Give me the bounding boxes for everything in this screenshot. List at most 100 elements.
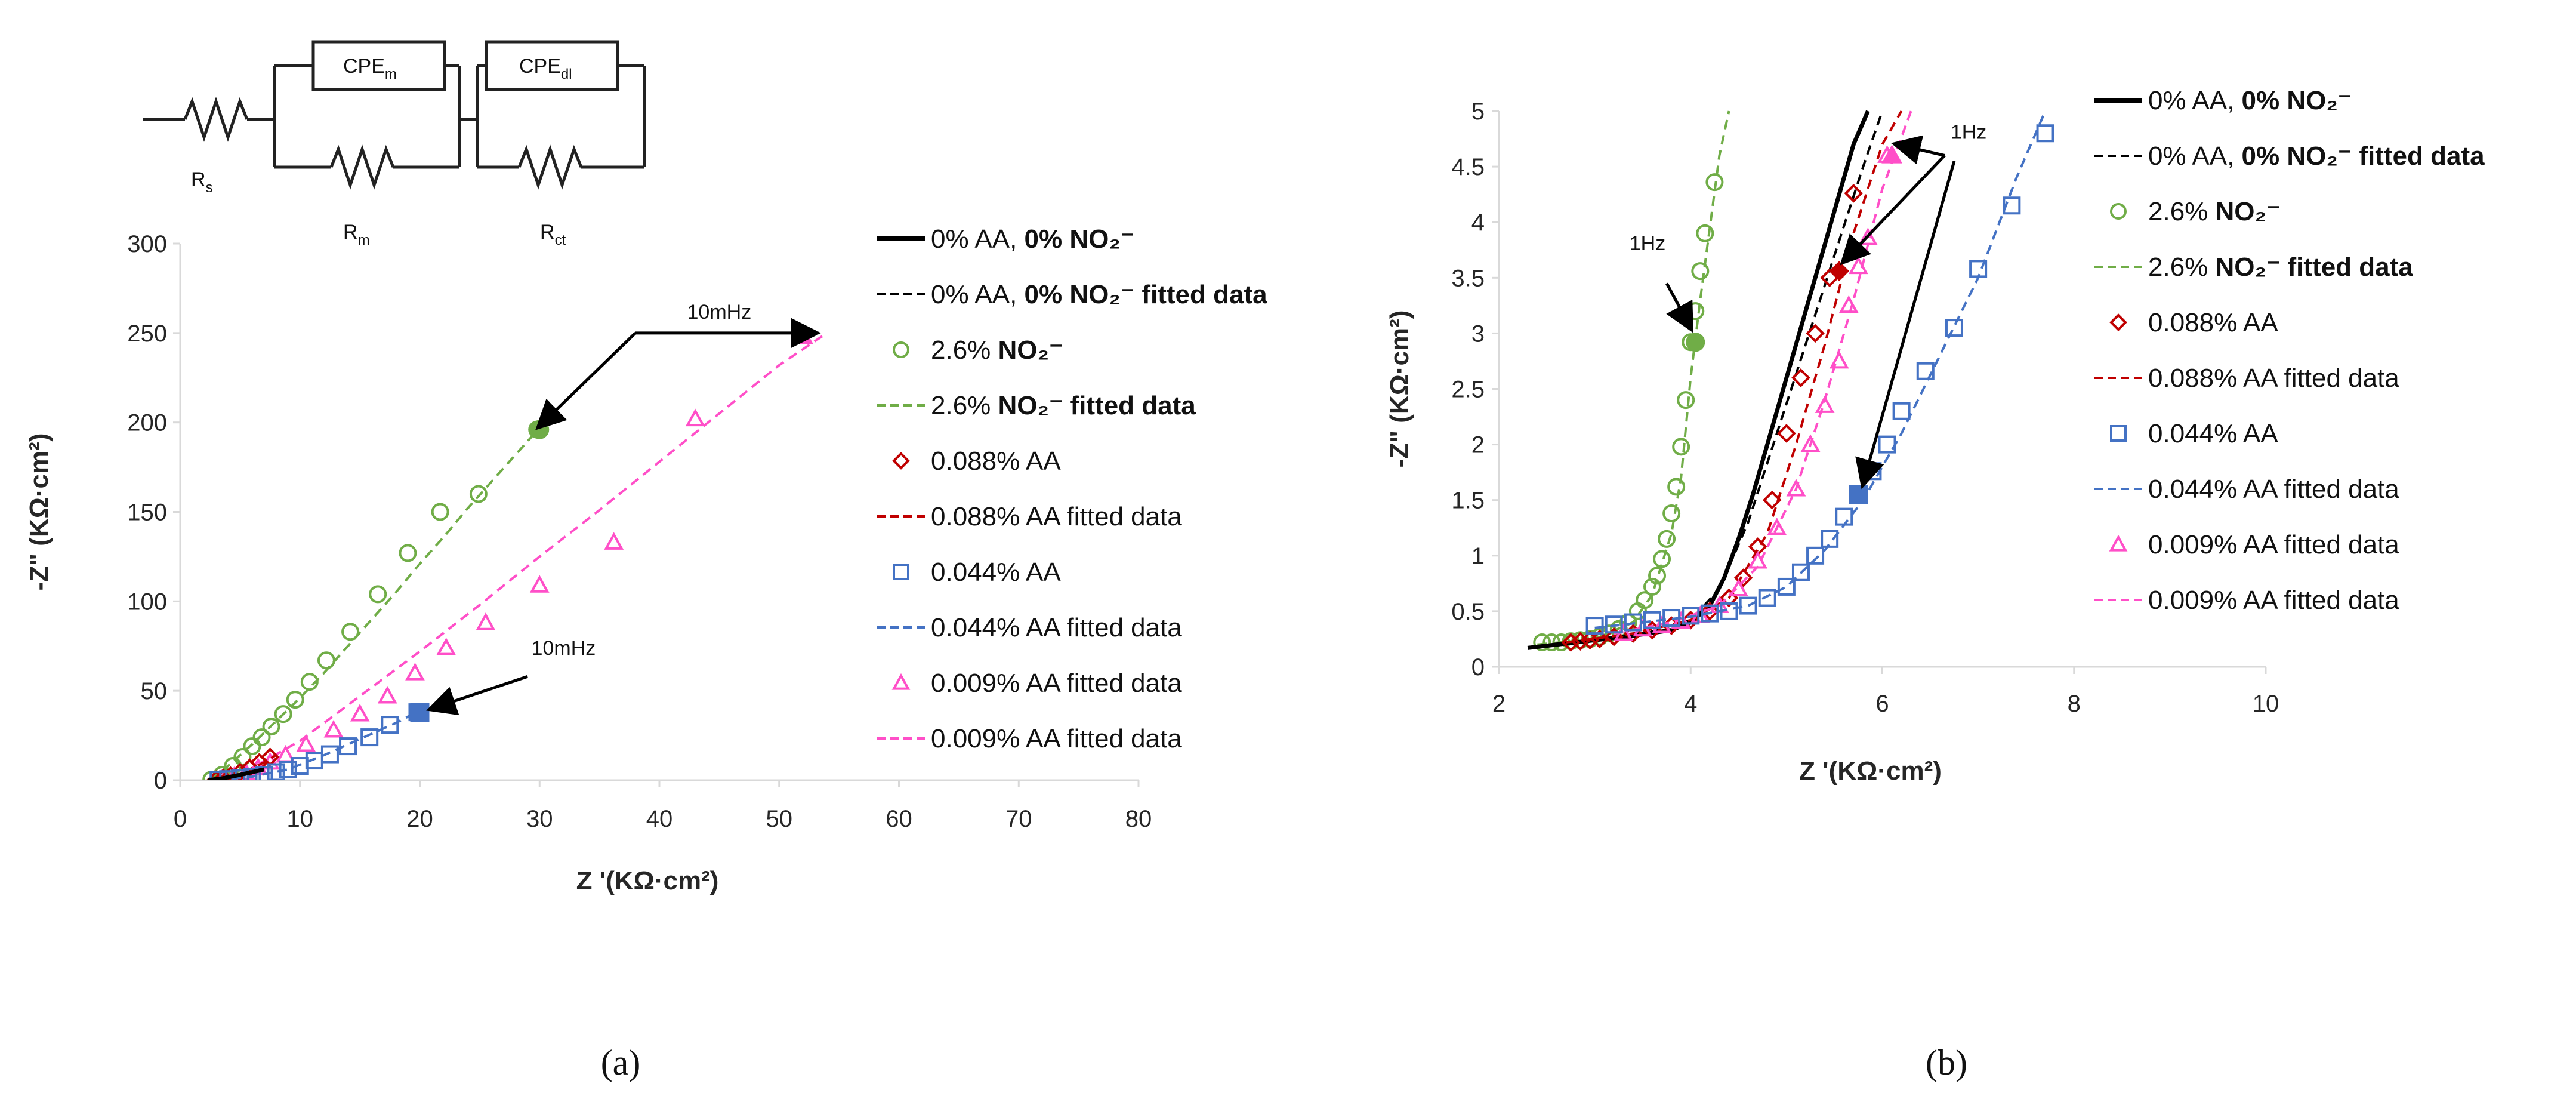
chart-a: 0 10 20 30 40 50 60 70 80 0 50 100 150 200 250 300 Z '(K… — [24, 224, 1267, 895]
y-tick-label: 1.5 — [1451, 488, 1485, 514]
legend-label: 0.044% AA fitted data — [2148, 475, 2399, 504]
data-point — [2036, 124, 2054, 143]
data-point — [1648, 567, 1667, 585]
series-line — [1614, 110, 1912, 635]
rm-label: Rm — [343, 221, 370, 248]
highlight-point — [530, 420, 550, 439]
data-point — [1701, 604, 1719, 623]
data-point — [1878, 435, 1896, 454]
series-line — [1527, 110, 1870, 650]
y-tick-label: 100 — [127, 589, 167, 615]
data-point — [1677, 391, 1695, 410]
data-point — [381, 716, 399, 734]
legend-entry: 0.009% AA fitted data — [2094, 586, 2399, 615]
legend-swatch — [2110, 203, 2127, 220]
annotation-label: 10mHz — [532, 637, 596, 660]
data-point — [476, 612, 496, 630]
rct-label: Rct — [540, 221, 566, 248]
data-point — [1696, 224, 1714, 242]
y-tick-label: 50 — [141, 678, 168, 704]
y-tick-label: 200 — [127, 410, 167, 436]
data-point — [1916, 362, 1935, 380]
legend-label: 0.009% AA fitted data — [2148, 586, 2399, 615]
data-point — [1829, 350, 1849, 369]
data-point — [1806, 324, 1825, 343]
highlight-point — [1849, 485, 1868, 504]
legend-entry: 2.6% NO₂⁻ — [2110, 197, 2280, 226]
data-point — [262, 718, 280, 736]
data-point — [1636, 591, 1654, 609]
annotation-arrow — [1840, 154, 1946, 266]
x-tick-label: 10 — [2253, 691, 2279, 717]
annotation-arrow — [1855, 161, 1956, 490]
rs-label: Rs — [191, 168, 213, 196]
highlight-point — [1829, 261, 1850, 281]
legend-label: 2.6% NO₂⁻ — [931, 335, 1063, 365]
y-axis-title: -Z" (KΩ·cm²) — [24, 433, 54, 591]
x-tick-label: 10 — [287, 806, 314, 832]
data-point — [1838, 295, 1859, 313]
data-point — [286, 691, 304, 709]
x-tick-label: 2 — [1492, 691, 1506, 717]
highlight-point — [1686, 333, 1705, 352]
legend-label: 0% AA, 0% NO₂⁻ — [2148, 86, 2352, 115]
legend-entry: 0% AA, 0% NO₂⁻ — [877, 224, 1134, 254]
data-point — [1667, 478, 1686, 496]
legend-entry: 0.044% AA fitted data — [2094, 475, 2399, 504]
data-point — [1800, 434, 1821, 452]
highlight-point — [792, 325, 814, 345]
y-axis-title: -Z" (KΩ·cm²) — [1385, 310, 1414, 468]
legend-swatch — [893, 341, 909, 358]
legend-entry: 0.088% AA fitted data — [877, 502, 1182, 531]
data-point — [1777, 577, 1796, 596]
data-point — [436, 638, 456, 655]
legend-label: 0.088% AA fitted data — [931, 502, 1182, 531]
legend-swatch — [891, 673, 911, 690]
data-point — [1686, 302, 1705, 321]
y-tick-label: 2.5 — [1451, 377, 1485, 403]
legend-entry: 2.6% NO₂⁻ fitted data — [2094, 253, 2413, 282]
x-tick-label: 20 — [406, 806, 433, 832]
data-point — [685, 408, 705, 427]
data-point — [233, 748, 252, 766]
data-point — [1739, 596, 1757, 615]
data-point — [1658, 530, 1676, 548]
y-tick-label: 300 — [127, 231, 167, 257]
legend-label: 0% AA, 0% NO₂⁻ fitted data — [2148, 141, 2485, 171]
data-point — [341, 623, 360, 641]
x-tick-label: 80 — [1125, 806, 1152, 832]
data-point — [1945, 319, 1963, 337]
y-tick-label: 0 — [1471, 654, 1485, 681]
equivalent-circuit — [143, 40, 646, 190]
x-tick-label: 50 — [766, 806, 793, 832]
data-point — [1762, 490, 1782, 510]
data-point — [2003, 196, 2021, 215]
annotation-label: 1Hz — [1630, 232, 1665, 255]
data-point — [255, 766, 273, 780]
legend-label: 0.088% AA fitted data — [2148, 364, 2399, 393]
data-point — [1672, 438, 1690, 456]
data-point — [1662, 504, 1681, 523]
data-point — [243, 768, 261, 780]
data-point — [1691, 262, 1710, 281]
y-tick-label: 250 — [127, 321, 167, 347]
legend-entry: 2.6% NO₂⁻ — [893, 335, 1063, 365]
data-point — [267, 763, 285, 780]
legend-label: 0% AA, 0% NO₂⁻ fitted data — [931, 280, 1267, 309]
data-point — [274, 705, 292, 724]
data-point — [296, 734, 316, 752]
data-point — [604, 532, 624, 550]
plot-area — [1527, 110, 2054, 652]
annotation-arrow — [535, 332, 637, 430]
series-line — [207, 767, 264, 780]
legend-label: 0.044% AA — [931, 558, 1061, 587]
legend-entry: 0% AA, 0% NO₂⁻ — [2094, 86, 2352, 115]
y-tick-label: 3 — [1471, 321, 1485, 347]
data-point — [377, 686, 397, 704]
series-line — [215, 332, 828, 780]
data-point — [320, 745, 339, 764]
y-tick-label: 3.5 — [1451, 265, 1485, 291]
data-point — [1533, 633, 1551, 652]
highlight-point — [410, 703, 430, 722]
legend-swatch — [2109, 534, 2128, 552]
